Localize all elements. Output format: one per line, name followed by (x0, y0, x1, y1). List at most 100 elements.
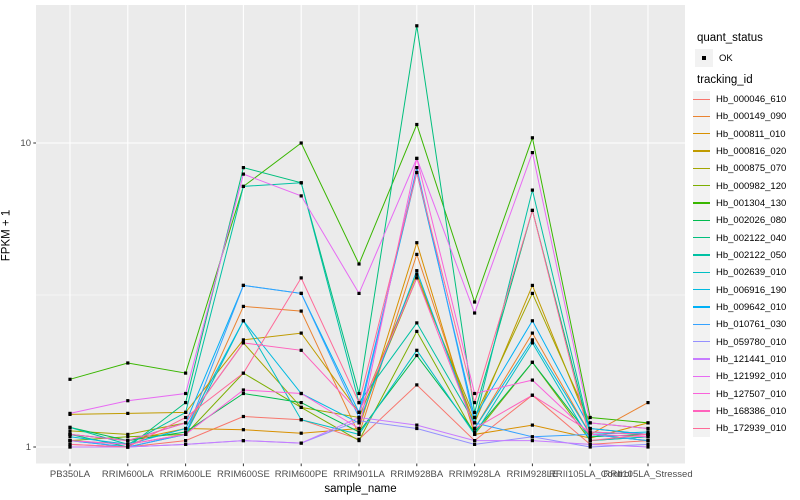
data-point (126, 411, 130, 415)
x-axis-title: sample_name (324, 483, 397, 495)
data-point (241, 319, 245, 323)
line-swatch-icon (693, 254, 711, 256)
data-point (68, 411, 72, 415)
data-point (415, 170, 419, 175)
line-swatch-icon (693, 237, 711, 239)
line-swatch-icon (693, 167, 711, 170)
data-point (357, 410, 361, 414)
line-swatch-icon (693, 358, 711, 360)
legend-key-Hb_121441_010 (693, 350, 711, 368)
data-point (299, 405, 303, 409)
data-point (588, 421, 592, 425)
data-point (588, 430, 592, 434)
data-point (415, 156, 419, 160)
data-point (68, 425, 72, 429)
data-point (126, 399, 130, 403)
data-point (415, 241, 419, 245)
data-point (530, 151, 534, 155)
data-point (299, 331, 303, 335)
legend-key-Hb_002122_040 (693, 229, 711, 247)
data-point (357, 291, 361, 295)
x-tick-label-RRIM600PE: RRIM600PE (274, 468, 328, 480)
data-point (68, 439, 72, 443)
data-point (588, 415, 592, 420)
data-point (184, 439, 188, 443)
data-point (357, 415, 361, 420)
line-swatch-icon (693, 306, 711, 308)
data-point (241, 439, 245, 443)
legend-key-Hb_127507_010 (693, 385, 711, 403)
data-point (473, 439, 477, 443)
data-point (646, 445, 650, 449)
data-point (68, 429, 72, 433)
data-point (530, 331, 534, 335)
data-point (415, 426, 419, 431)
data-point (357, 430, 361, 434)
data-point (415, 353, 419, 358)
data-point (126, 439, 130, 443)
data-point (473, 410, 477, 414)
data-point (415, 348, 419, 352)
data-point (184, 421, 188, 425)
data-point (241, 371, 245, 375)
x-tick-label-RRIM600LA: RRIM600LA (101, 468, 154, 480)
data-point (473, 300, 477, 304)
data-point (241, 338, 245, 342)
data-point (241, 388, 245, 392)
x-tick-label-PB350LA: PB350LA (49, 468, 91, 480)
data-point (68, 445, 72, 449)
data-point (530, 378, 534, 382)
data-point (646, 442, 650, 446)
data-point (415, 166, 419, 170)
line-swatch-icon (693, 98, 711, 100)
data-point (184, 410, 188, 414)
legend-key-Hb_000149_090 (693, 107, 711, 126)
legend-key-Hb_168386_010 (693, 402, 711, 420)
legend-key-Hb_000816_020 (693, 142, 711, 160)
legend-label-Hb_000982_120: Hb_000982_120 (716, 180, 787, 192)
y-axis-title: FPKM + 1 (0, 209, 13, 262)
x-tick-label-RRIM928LE: RRIM928LE (506, 468, 559, 480)
data-point (357, 401, 361, 405)
line-swatch-icon (693, 115, 711, 118)
data-point (646, 426, 650, 431)
data-point (530, 341, 534, 345)
data-point (184, 371, 188, 375)
data-point (299, 291, 303, 295)
legend-label-Hb_000149_090: Hb_000149_090 (716, 111, 787, 123)
line-swatch-icon (693, 375, 711, 378)
line-swatch-icon (693, 185, 711, 187)
line-swatch-icon (693, 133, 711, 135)
legend-label-Hb_172939_010: Hb_172939_010 (716, 423, 787, 435)
x-tick-label-RRIM600LE: RRIM600LE (159, 468, 212, 480)
line-swatch-icon (693, 393, 711, 395)
data-point (126, 361, 130, 365)
data-point (126, 432, 130, 436)
data-point (588, 426, 592, 431)
legend-key-Hb_059780_010 (693, 333, 711, 351)
legend-key-Hb_121992_010 (693, 367, 711, 386)
legend-label-Hb_002026_080: Hb_002026_080 (716, 215, 787, 227)
data-point (299, 441, 303, 445)
x-tick-label-RRIM600SE: RRIM600SE (216, 468, 270, 480)
legend-label-Hb_006916_190: Hb_006916_190 (716, 284, 787, 296)
data-point (530, 283, 534, 287)
data-point (68, 442, 72, 446)
data-point (473, 442, 477, 446)
data-point (530, 393, 534, 397)
data-point (473, 415, 477, 420)
data-point (241, 172, 245, 176)
data-point (415, 329, 419, 333)
data-point (415, 122, 419, 127)
data-point (473, 421, 477, 425)
data-point (473, 401, 477, 405)
legend-key-Hb_010761_030 (693, 315, 711, 334)
data-point (357, 426, 361, 431)
data-point (530, 291, 534, 295)
data-point (415, 252, 419, 256)
data-point (126, 442, 130, 446)
data-point (646, 401, 650, 405)
legend-label-Hb_000811_010: Hb_000811_010 (716, 128, 786, 140)
legend-key-Hb_000875_070 (693, 159, 711, 178)
data-point (241, 283, 245, 287)
